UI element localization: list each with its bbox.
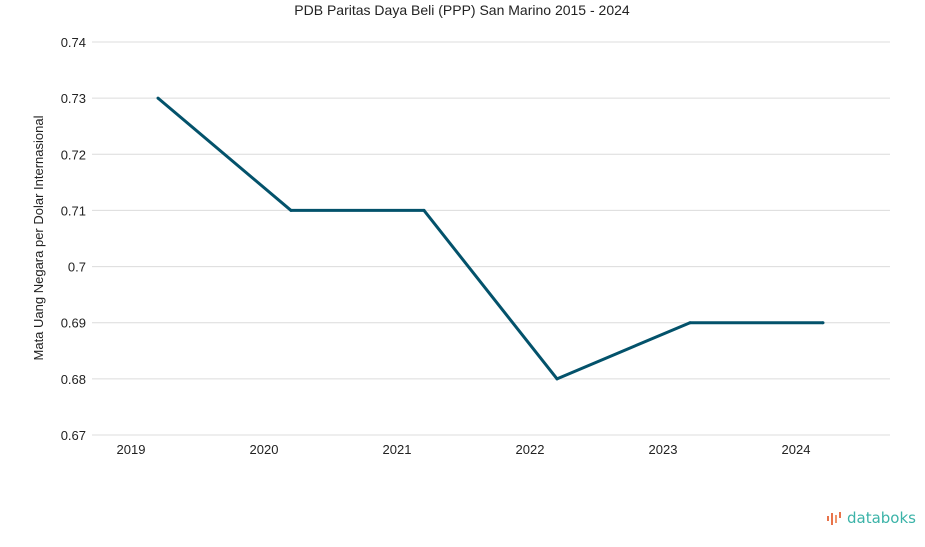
data-point[interactable] xyxy=(555,377,559,381)
data-point[interactable] xyxy=(821,321,825,325)
x-tick-label: 2023 xyxy=(649,442,678,457)
x-tick-label: 2019 xyxy=(117,442,146,457)
x-tick-label: 2021 xyxy=(383,442,412,457)
data-point[interactable] xyxy=(688,321,692,325)
y-tick-label: 0.7 xyxy=(68,260,86,275)
chart-title: PDB Paritas Daya Beli (PPP) San Marino 2… xyxy=(294,2,630,18)
y-tick-label: 0.69 xyxy=(61,316,86,331)
databoks-logo-icon xyxy=(827,512,841,525)
x-tick-label: 2022 xyxy=(516,442,545,457)
y-tick-label: 0.67 xyxy=(61,428,86,443)
x-tick-label: 2024 xyxy=(782,442,811,457)
series-line xyxy=(157,96,823,381)
y-tick-label: 0.68 xyxy=(61,372,86,387)
data-point[interactable] xyxy=(422,208,426,212)
data-point[interactable] xyxy=(289,208,293,212)
databoks-logo-text: databoks xyxy=(847,509,916,527)
y-axis-label: Mata Uang Negara per Dolar Internasional xyxy=(31,115,46,360)
databoks-logo: databoks xyxy=(826,509,916,527)
x-tick-label: 2020 xyxy=(250,442,279,457)
y-tick-label: 0.74 xyxy=(61,35,86,50)
y-tick-label: 0.73 xyxy=(61,91,86,106)
y-tick-label: 0.72 xyxy=(61,147,86,162)
data-point[interactable] xyxy=(156,96,160,100)
y-tick-label: 0.71 xyxy=(61,203,86,218)
